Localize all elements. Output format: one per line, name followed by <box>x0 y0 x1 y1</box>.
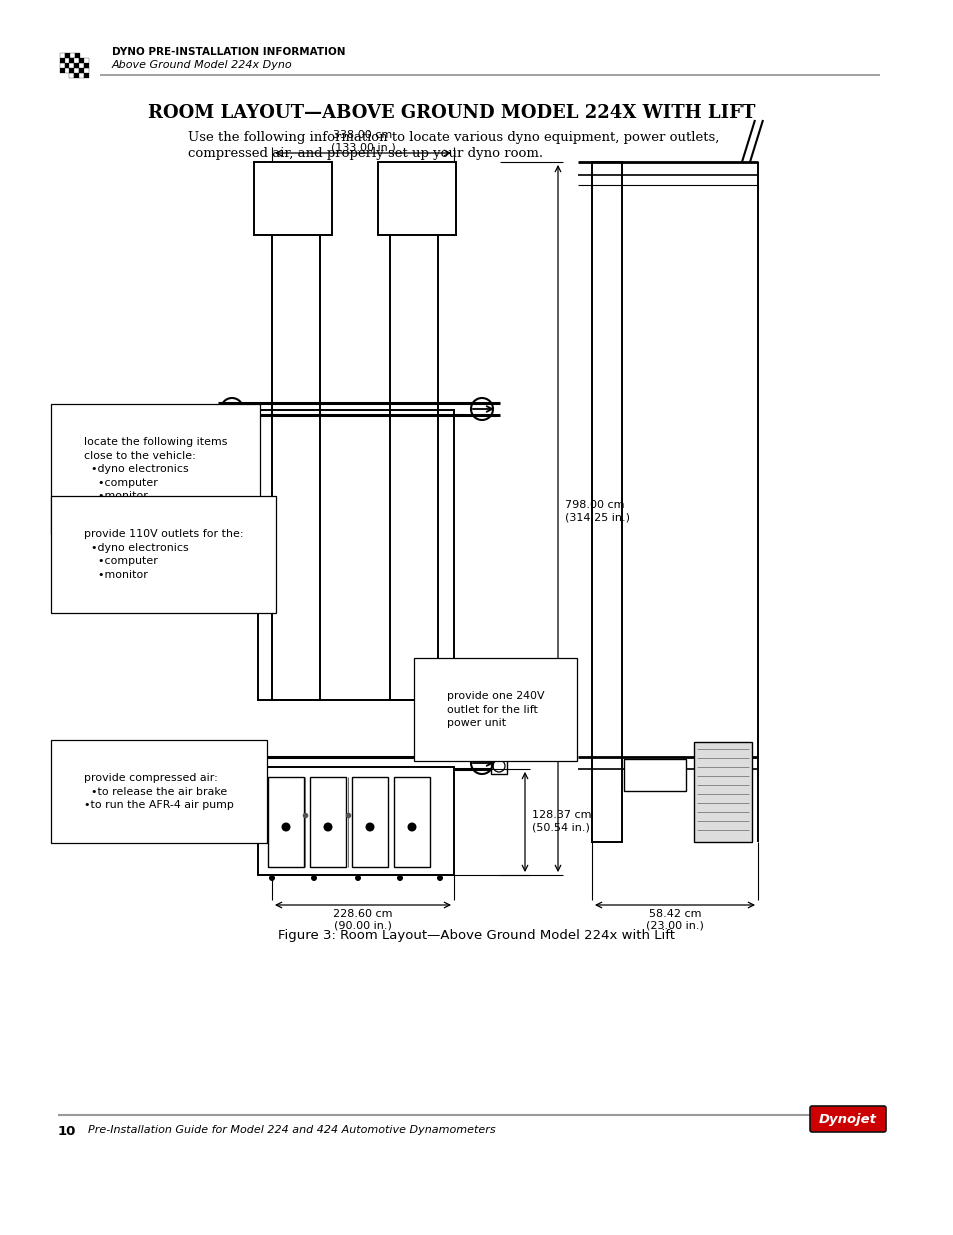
Text: 10: 10 <box>58 1125 76 1137</box>
Bar <box>60 58 65 63</box>
Text: 228.60 cm: 228.60 cm <box>333 909 393 919</box>
Bar <box>60 68 65 73</box>
Circle shape <box>396 876 402 881</box>
Bar <box>60 53 65 58</box>
Bar <box>491 758 506 774</box>
Bar <box>592 162 621 842</box>
Bar <box>65 63 70 68</box>
Circle shape <box>436 876 442 881</box>
Circle shape <box>269 876 274 881</box>
Bar <box>75 58 80 63</box>
Text: Figure 3: Room Layout—Above Ground Model 224x with Lift: Figure 3: Room Layout—Above Ground Model… <box>278 929 675 941</box>
Bar <box>74 68 79 73</box>
Bar <box>84 73 89 78</box>
Circle shape <box>355 876 360 881</box>
Bar <box>69 73 74 78</box>
Bar <box>70 53 75 58</box>
Text: compressed air, and properly set up your dyno room.: compressed air, and properly set up your… <box>188 147 542 159</box>
Text: Dynojet: Dynojet <box>818 1113 876 1125</box>
Text: (23.00 in.): (23.00 in.) <box>645 921 703 931</box>
Text: provide 110V outlets for the:
  •dyno electronics
    •computer
    •monitor: provide 110V outlets for the: •dyno elec… <box>84 529 243 579</box>
Text: ROOM LAYOUT—ABOVE GROUND MODEL 224X WITH LIFT: ROOM LAYOUT—ABOVE GROUND MODEL 224X WITH… <box>148 104 755 122</box>
Bar <box>84 58 89 63</box>
Circle shape <box>365 823 375 831</box>
Circle shape <box>407 823 416 831</box>
Bar <box>70 58 75 63</box>
Text: 128.37 cm: 128.37 cm <box>532 810 591 820</box>
Circle shape <box>311 876 316 881</box>
Bar <box>74 63 79 68</box>
Text: 798.00 cm: 798.00 cm <box>564 500 624 510</box>
Text: DYNO PRE-INSTALLATION INFORMATION: DYNO PRE-INSTALLATION INFORMATION <box>112 47 345 57</box>
Bar <box>75 53 80 58</box>
Text: (314.25 in.): (314.25 in.) <box>564 513 629 522</box>
FancyBboxPatch shape <box>809 1107 885 1132</box>
Text: (50.54 in.): (50.54 in.) <box>532 823 589 832</box>
Bar <box>60 63 65 68</box>
Bar <box>70 63 75 68</box>
Bar <box>79 68 84 73</box>
Bar <box>390 210 437 700</box>
Bar <box>394 777 430 867</box>
Bar <box>65 68 70 73</box>
Bar <box>79 73 84 78</box>
Bar <box>268 777 304 867</box>
Bar <box>75 63 80 68</box>
Bar <box>257 767 454 876</box>
Bar <box>79 63 84 68</box>
Bar <box>352 777 388 867</box>
Bar <box>253 162 332 235</box>
Bar <box>69 68 74 73</box>
Text: 338.00 cm: 338.00 cm <box>333 130 393 140</box>
Text: locate the following items
close to the vehicle:
  •dyno electronics
    •comput: locate the following items close to the … <box>84 437 227 501</box>
Bar <box>272 210 319 700</box>
Text: 58.42 cm: 58.42 cm <box>648 909 700 919</box>
Bar <box>70 68 75 73</box>
Bar <box>74 58 79 63</box>
Text: Above Ground Model 224x Dyno: Above Ground Model 224x Dyno <box>112 61 293 70</box>
Text: (90.00 in.): (90.00 in.) <box>334 921 392 931</box>
Bar <box>84 68 89 73</box>
Text: provide compressed air:
  •to release the air brake
•to run the AFR-4 air pump: provide compressed air: •to release the … <box>84 773 233 810</box>
Bar <box>310 777 346 867</box>
Text: provide one 240V
outlet for the lift
power unit: provide one 240V outlet for the lift pow… <box>447 692 544 729</box>
Text: Use the following information to locate various dyno equipment, power outlets,: Use the following information to locate … <box>188 131 719 143</box>
Bar <box>65 58 70 63</box>
Text: (133.00 in.): (133.00 in.) <box>331 142 395 152</box>
Bar <box>75 68 80 73</box>
Text: Pre-Installation Guide for Model 224 and 424 Automotive Dynamometers: Pre-Installation Guide for Model 224 and… <box>88 1125 496 1135</box>
Bar <box>74 73 79 78</box>
Bar <box>69 58 74 63</box>
Bar <box>693 742 751 842</box>
Bar <box>79 58 84 63</box>
Bar <box>257 410 454 700</box>
Bar <box>84 63 89 68</box>
Circle shape <box>281 823 291 831</box>
Circle shape <box>323 823 333 831</box>
Bar <box>65 53 70 58</box>
Bar <box>377 162 456 235</box>
Bar <box>623 760 685 790</box>
Bar <box>69 63 74 68</box>
